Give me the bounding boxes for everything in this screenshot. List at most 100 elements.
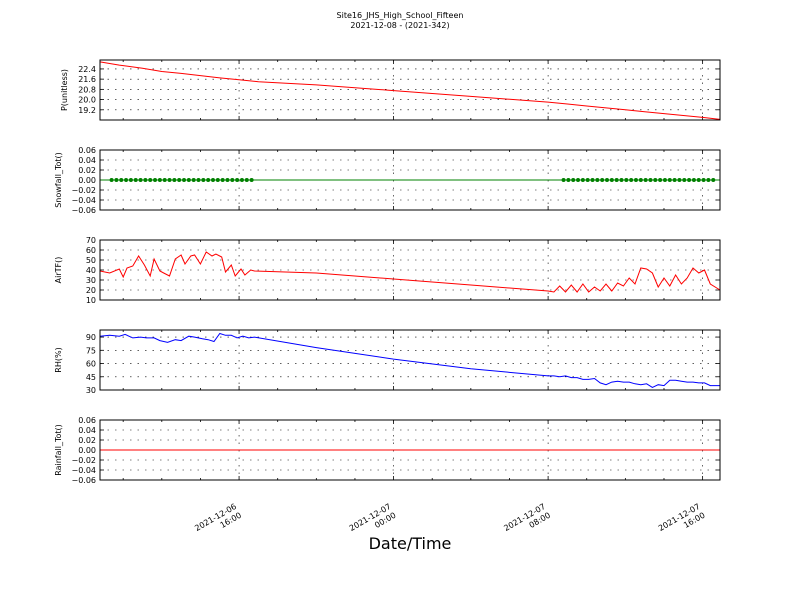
data-point [225,178,230,182]
data-point [619,178,624,182]
y-tick-label: −0.06 [71,476,96,485]
y-tick-label: 20.0 [78,96,96,105]
data-point [706,178,711,182]
data-point [239,178,244,182]
y-axis-label: P(unitless) [60,69,69,111]
y-tick-label: 90 [86,333,96,342]
panel-2: −0.06−0.04−0.020.000.020.040.06 Snowfall_… [54,146,721,215]
y-tick-label: 0.00 [78,176,96,185]
panel-4: 30 45 60 75 90 RH(%) [54,329,721,395]
data-point [196,178,201,182]
data-point [609,178,614,182]
data-point [153,178,158,182]
plot-frame [99,59,721,121]
data-point [696,178,701,182]
data-point [114,178,119,182]
data-point [658,178,663,182]
series-line [99,332,720,388]
data-point [653,178,658,182]
y-tick-label: 10 [86,296,96,305]
y-tick-label: 0.06 [78,146,96,155]
data-point [244,178,249,182]
data-point [638,178,643,182]
data-point [235,178,240,182]
data-point [662,178,667,182]
y-tick-label: −0.02 [71,456,96,465]
data-point [210,178,215,182]
data-point [576,178,581,182]
y-tick-label: 0.04 [78,156,96,165]
series-line [99,251,721,293]
data-point [614,178,619,182]
data-point [667,178,672,182]
y-tick-label: 50 [86,256,96,265]
data-point [711,178,716,182]
data-point [119,178,124,182]
y-tick-label: 30 [86,386,96,395]
series-line [99,61,721,120]
data-point [687,178,692,182]
y-tick-label: −0.02 [71,186,96,195]
data-point [590,178,595,182]
x-axis-label: Date/Time [368,534,452,553]
y-tick-label: 21.6 [78,75,96,84]
data-point [629,178,634,182]
data-point [580,178,585,182]
data-point [182,178,187,182]
y-tick-label: 60 [86,360,96,369]
y-tick-label: 0.02 [78,166,96,175]
panel-1: 19.220.0 20.821.622.4 P(unitless) [60,59,721,121]
y-axis-label: AirTF() [54,257,63,284]
data-point [643,178,648,182]
y-axis-label: Rainfall_Tot() [54,424,63,476]
y-tick-label: −0.04 [71,466,96,475]
panel-5: −0.06−0.04−0.020.000.020.040.06 Rainfall_… [54,416,721,485]
y-tick-label: 22.4 [78,65,96,74]
y-tick-label: 45 [86,373,96,382]
plot-frame [99,239,721,301]
data-point [677,178,682,182]
y-tick-label: −0.06 [71,206,96,215]
data-point [701,178,706,182]
data-point [162,178,167,182]
plot-frame [99,419,721,481]
data-point [605,178,610,182]
y-tick-label: −0.04 [71,196,96,205]
data-point [191,178,196,182]
y-tick-label: 20.8 [78,85,96,94]
data-point [624,178,629,182]
data-point [682,178,687,182]
y-tick-label: 19.2 [78,106,96,115]
data-point [595,178,600,182]
y-tick-label: 75 [86,346,96,355]
data-point [157,178,162,182]
data-point [600,178,605,182]
data-point [201,178,206,182]
data-point [249,178,254,182]
data-point [148,178,153,182]
y-tick-label: 30 [86,276,96,285]
plot-frame [99,149,721,211]
data-point [230,178,235,182]
y-tick-label: 0.04 [78,426,96,435]
data-point [133,178,138,182]
data-point [172,178,177,182]
chart-title: Site16_JHS_High_School_Fifteen 2021-12-0… [0,11,800,31]
data-point [143,178,148,182]
data-point [124,178,129,182]
data-point [109,178,114,182]
data-point [177,178,182,182]
data-point [206,178,211,182]
data-point [167,178,172,182]
y-axis-label: Snowfall_Tot() [54,152,63,208]
data-point [633,178,638,182]
y-tick-label: 0.00 [78,446,96,455]
y-tick-label: 0.02 [78,436,96,445]
subtitle-text: 2021-12-08 - (2021-342) [350,21,450,30]
data-point [128,178,133,182]
y-tick-label: 20 [86,286,96,295]
y-tick-label: 40 [86,266,96,275]
data-point [648,178,653,182]
data-point [138,178,143,182]
